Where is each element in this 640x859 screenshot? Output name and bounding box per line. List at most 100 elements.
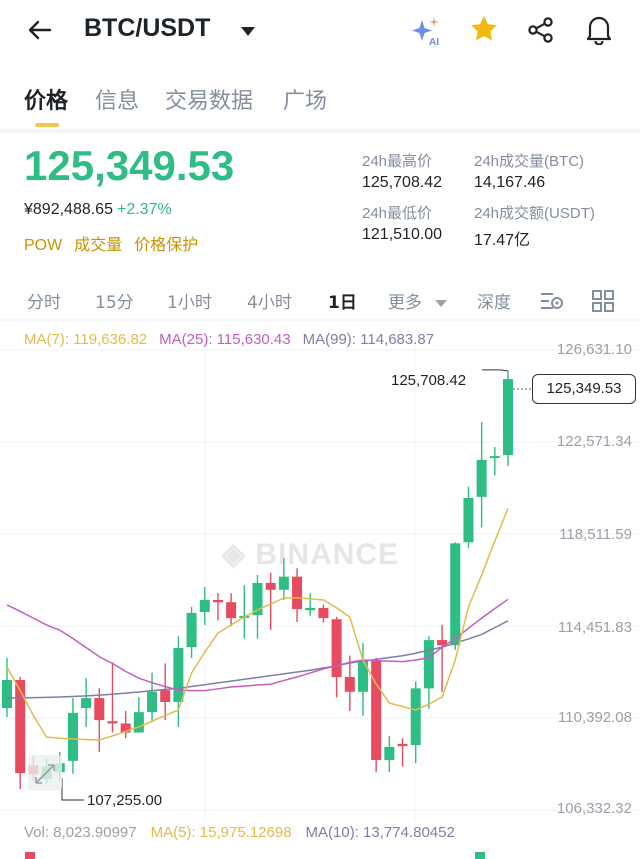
active-tab-indicator: [35, 123, 59, 127]
caret-down-icon: [435, 300, 448, 307]
candle-body: [278, 576, 289, 590]
interval-1h[interactable]: 1小时: [167, 293, 212, 313]
svg-text:AI: AI: [429, 37, 439, 48]
candle-up: [147, 672, 158, 723]
candle-down: [397, 738, 408, 767]
candle-body: [450, 543, 461, 646]
candle-body: [305, 607, 316, 611]
fullscreen-button[interactable]: [28, 755, 62, 791]
ma-legend: MA(7): 119,636.82 MA(25): 115,630.43 MA(99…: [24, 331, 446, 348]
candle-up: [357, 643, 368, 716]
candle-down: [371, 657, 382, 773]
grid-layout-icon: [592, 290, 614, 312]
fiat-price-row: ¥892,488.65 +2.37%: [24, 201, 172, 219]
stat-24h-turnover-value: 17.47亿: [474, 232, 531, 249]
candle-body: [252, 582, 263, 616]
tab-price[interactable]: 价格: [24, 89, 69, 114]
back-button[interactable]: [24, 14, 56, 46]
candle-body: [133, 712, 144, 733]
candle-up: [476, 422, 487, 528]
tab-square[interactable]: 广场: [283, 89, 328, 114]
candle-up: [410, 681, 421, 764]
pair-title[interactable]: BTC/USDT: [84, 14, 211, 42]
candle-up: [305, 593, 316, 616]
stat-24h-turnover-label: 24h成交额(USDT): [474, 205, 595, 222]
candle-down: [160, 663, 171, 721]
layout-button[interactable]: [591, 289, 615, 317]
candle-body: [2, 680, 12, 709]
candle-body: [147, 691, 158, 713]
dropdown-caret-icon: [241, 27, 255, 36]
candle-up: [199, 587, 210, 625]
stat-24h-low-value: 121,510.00: [362, 226, 443, 243]
ma99-legend: MA(99): 114,683.87: [302, 331, 435, 348]
candle-up: [173, 636, 184, 727]
candle-body: [331, 619, 342, 678]
tag-pow[interactable]: POW: [24, 237, 63, 254]
tag-price-protection[interactable]: 价格保护: [134, 237, 199, 254]
last-price-marker[interactable]: 125,349.53: [532, 374, 636, 404]
pair-dropdown[interactable]: [240, 22, 256, 41]
ma7-legend: MA(7): 119,636.82: [24, 331, 148, 348]
expand-icon: [35, 764, 55, 784]
stat-24h-volume-btc-label: 24h成交量(BTC): [474, 153, 585, 170]
high-marker-label: 125,708.42: [391, 372, 467, 389]
candle-body: [371, 660, 382, 760]
candle-body: [199, 599, 210, 612]
candle-body: [463, 498, 474, 543]
tab-trading-data[interactable]: 交易数据: [165, 89, 254, 114]
divider: [0, 129, 640, 133]
candle-body: [186, 612, 197, 648]
depth-tab[interactable]: 深度: [477, 293, 511, 313]
candle-body: [173, 648, 184, 702]
candle-body: [94, 698, 105, 721]
candle-down: [437, 624, 448, 692]
star-icon: [471, 16, 497, 41]
share-button[interactable]: [526, 15, 556, 49]
candle-down: [265, 572, 276, 630]
candle-up: [67, 698, 78, 774]
candle-down: [15, 677, 26, 790]
candle-body: [410, 688, 421, 746]
y-tick: 110,392.08: [558, 709, 632, 726]
volume-value: Vol: 8,023.90997: [24, 824, 137, 841]
alert-button[interactable]: [584, 13, 614, 49]
indicator-settings-button[interactable]: [539, 289, 565, 317]
ai-button[interactable]: AI: [410, 14, 444, 48]
candle-body: [344, 677, 355, 692]
interval-1d[interactable]: 1日: [328, 293, 357, 313]
favorite-button[interactable]: [469, 14, 499, 48]
candle-body: [81, 698, 92, 709]
ma99-line: [6, 620, 509, 699]
ma7-line: [6, 508, 509, 741]
candle-down: [94, 688, 105, 752]
candle-down: [107, 662, 118, 733]
candle-body: [292, 576, 303, 610]
candle-up: [81, 678, 92, 727]
bell-icon: [586, 16, 612, 46]
volume-bar: [475, 852, 485, 859]
candle-body: [107, 721, 118, 724]
candle-down: [331, 616, 342, 698]
interval-time[interactable]: 分时: [27, 293, 61, 313]
candle-up: [489, 447, 500, 476]
last-price: 125,349.53: [24, 142, 235, 189]
candle-up: [252, 575, 263, 639]
candle-body: [160, 690, 171, 702]
fiat-price: ¥892,488.65: [24, 201, 113, 218]
candle-body: [265, 582, 276, 590]
candle-body: [423, 640, 434, 689]
tag-volume[interactable]: 成交量: [74, 237, 123, 254]
interval-4h[interactable]: 4小时: [247, 293, 292, 313]
candle-body: [120, 723, 131, 733]
interval-15m[interactable]: 15分: [95, 293, 134, 313]
share-icon: [528, 17, 553, 43]
ma25-legend: MA(25): 115,630.43: [159, 331, 291, 348]
stat-24h-high-label: 24h最高价: [362, 153, 433, 170]
candle-up: [278, 558, 289, 600]
interval-more[interactable]: 更多: [388, 288, 448, 313]
candle-up: [423, 636, 434, 709]
tab-info[interactable]: 信息: [95, 89, 140, 114]
candle-down: [318, 604, 329, 623]
